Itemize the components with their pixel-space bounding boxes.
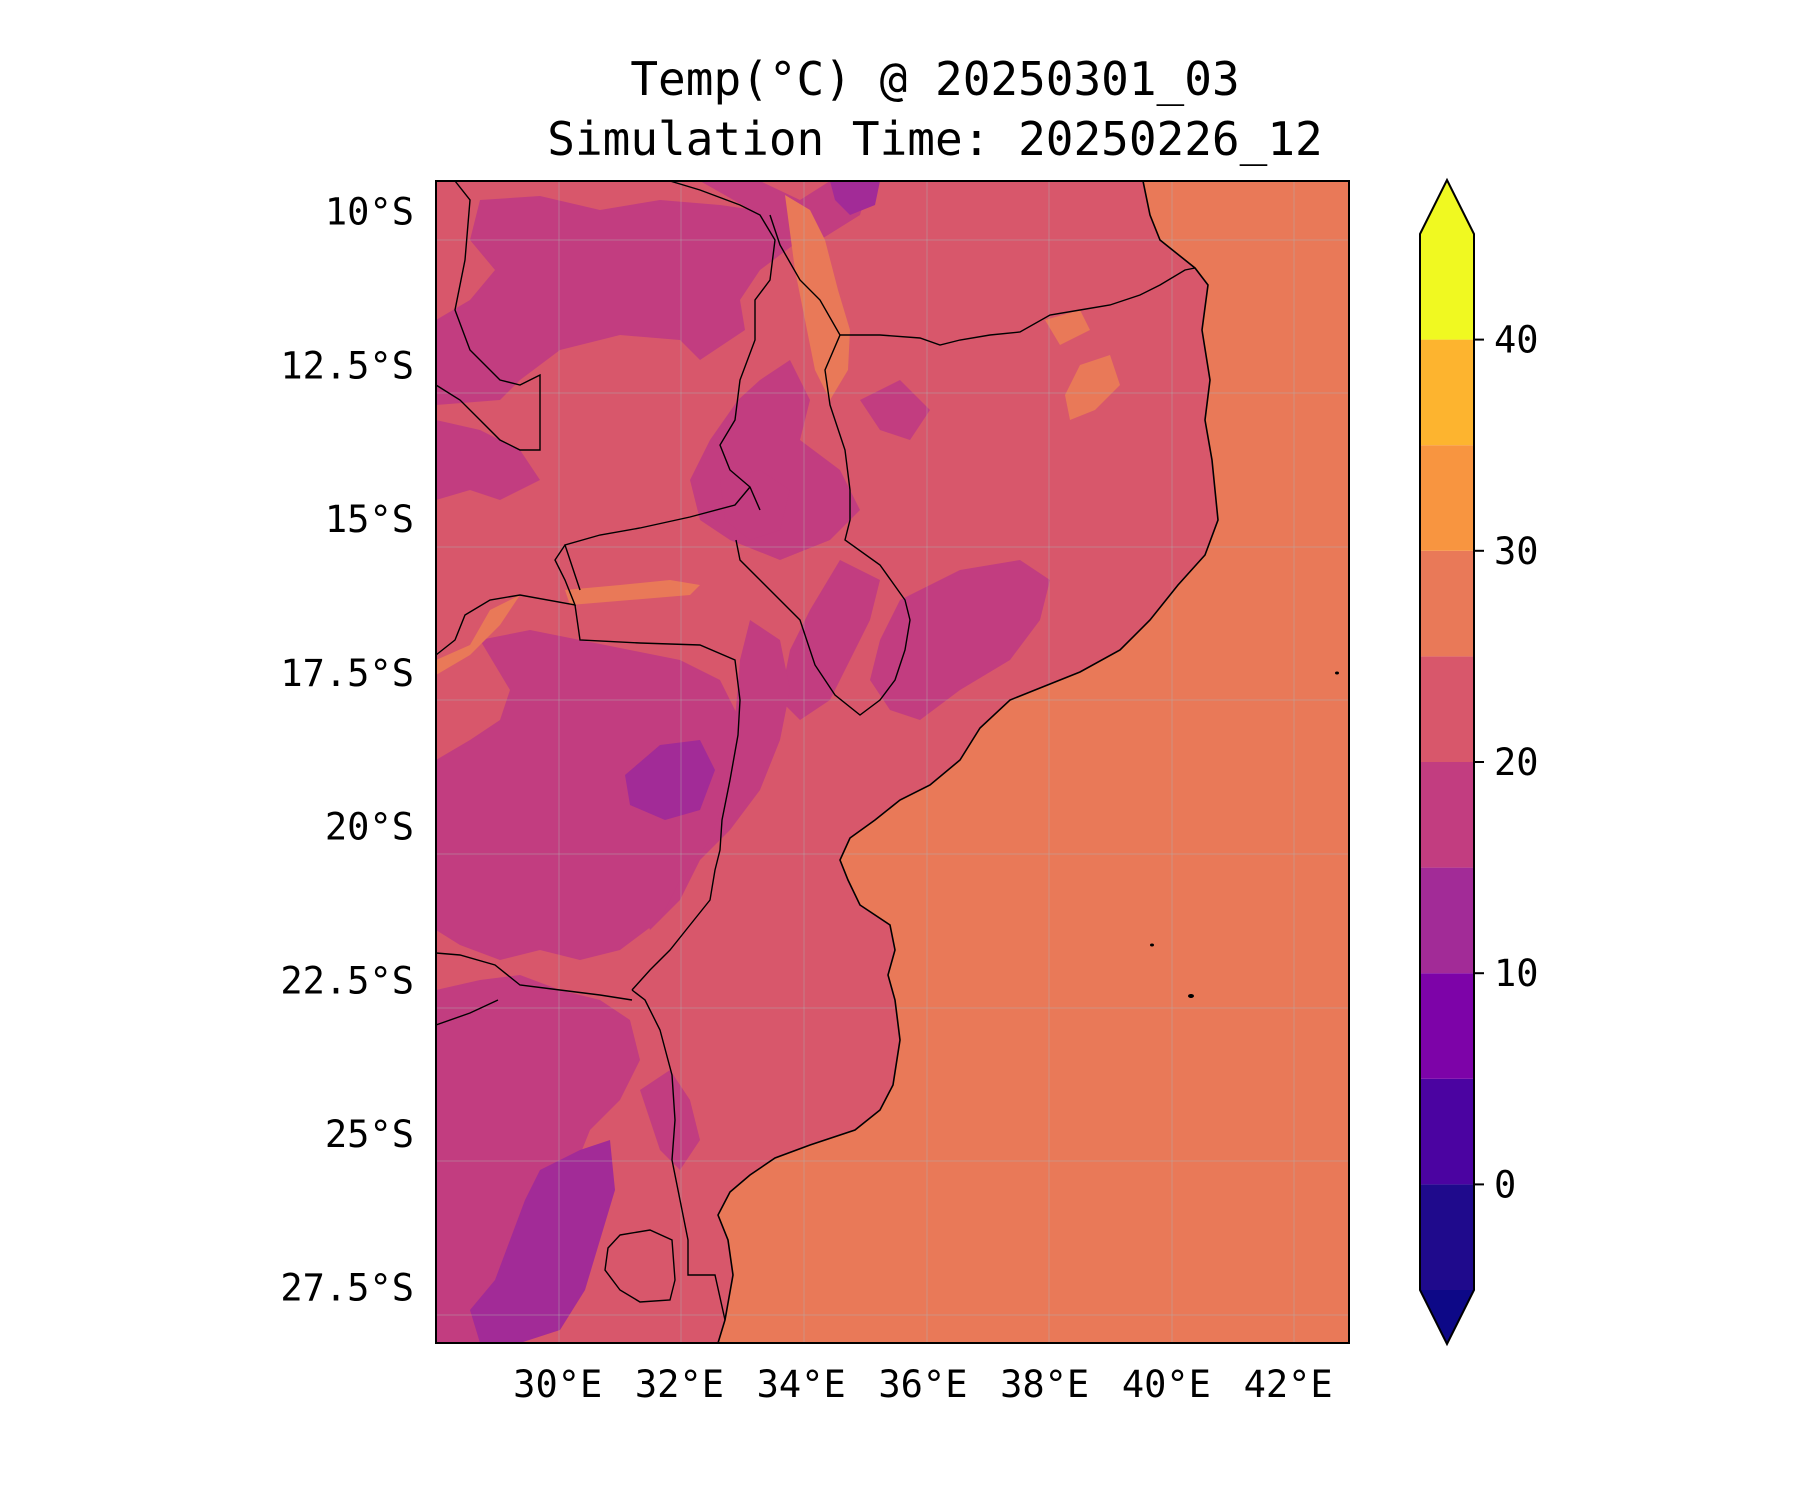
map-subtitle: Simulation Time: 20250226_12 <box>547 112 1323 166</box>
colorbar-segment <box>1420 550 1474 657</box>
y-tick-label: 12.5°S <box>280 344 414 387</box>
colorbar-segment <box>1420 656 1474 762</box>
y-tick-label: 27.5°S <box>280 1267 414 1310</box>
colorbar-extend-max <box>1420 180 1474 234</box>
x-tick-label: 40°E <box>1122 1363 1211 1406</box>
colorbar-tick-label: 10 <box>1494 952 1539 995</box>
x-tick-label: 34°E <box>757 1363 846 1406</box>
colorbar-segment <box>1420 234 1474 340</box>
y-tick-label: 22.5°S <box>280 959 414 1002</box>
gridlines <box>436 181 1349 1343</box>
colorbar-tick-label: 30 <box>1494 530 1539 573</box>
colorbar-outline <box>1419 177 1475 1347</box>
x-tick-label: 38°E <box>1000 1363 1089 1406</box>
colorbar-extend-min <box>1420 1290 1474 1344</box>
colorbar-segment <box>1420 867 1474 974</box>
coastline <box>717 181 1219 1343</box>
y-tick-label: 10°S <box>325 191 414 234</box>
x-tick-label: 30°E <box>513 1363 602 1406</box>
x-tick-label: 32°E <box>635 1363 724 1406</box>
colorbar-tick-label: 0 <box>1494 1163 1516 1206</box>
country-borders <box>436 181 1196 1321</box>
y-tick-label: 17.5°S <box>280 652 414 695</box>
cool-regions-15-20 <box>436 181 1050 1343</box>
x-tick-label: 42°E <box>1244 1363 1333 1406</box>
colorbar-segment <box>1420 1078 1474 1185</box>
colorbar-segment <box>1420 339 1474 446</box>
map-frame <box>435 180 1350 1344</box>
map-title: Temp(°C) @ 20250301_03 <box>630 52 1240 106</box>
island <box>1150 943 1154 947</box>
y-tick-label: 20°S <box>325 806 414 849</box>
y-tick-label: 15°S <box>325 498 414 541</box>
x-axis-ticks: 30°E 32°E 34°E 36°E 38°E 40°E 42°E <box>513 1363 1333 1406</box>
y-axis-ticks: 10°S 12.5°S 15°S 17.5°S 20°S 22.5°S 25°S 27.5°S <box>280 191 414 1310</box>
map-panel <box>436 181 1349 1343</box>
colorbar: 0 10 20 30 40 <box>1419 177 1539 1347</box>
cool-regions-10-15 <box>470 181 880 1343</box>
colorbar-segment <box>1420 762 1474 868</box>
island <box>1188 994 1194 998</box>
colorbar-tick-label: 40 <box>1494 319 1539 362</box>
x-tick-label: 36°E <box>878 1363 967 1406</box>
colorbar-segment <box>1420 1184 1474 1290</box>
colorbar-tick-label: 20 <box>1494 741 1539 784</box>
y-tick-label: 25°S <box>325 1113 414 1156</box>
colorbar-segment <box>1420 973 1474 1079</box>
colorbar-segment <box>1420 445 1474 551</box>
island <box>1335 671 1339 675</box>
